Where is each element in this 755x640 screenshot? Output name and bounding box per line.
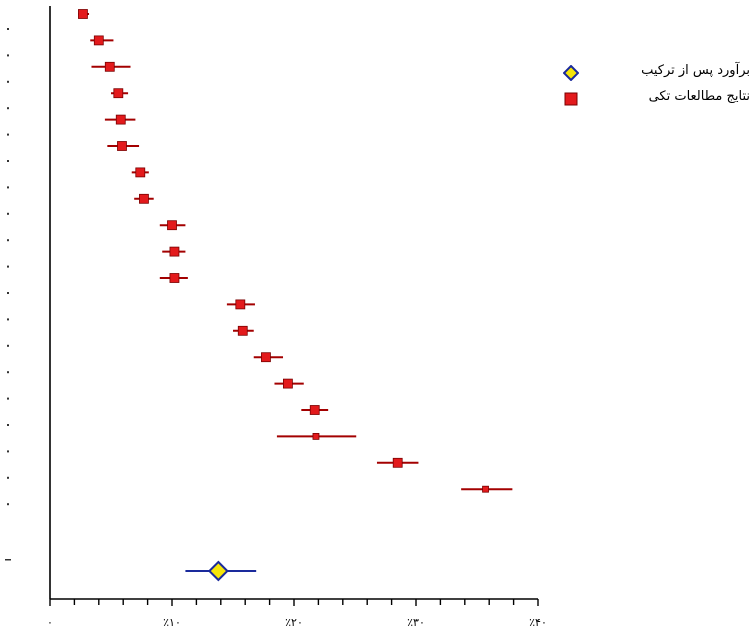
study-point-square	[309, 405, 320, 415]
study-point-square	[93, 35, 104, 46]
y-row-tick	[7, 186, 9, 189]
study-row	[90, 35, 114, 46]
y-axis	[5, 6, 51, 599]
x-axis: ۰ ٪۱۰ ٪۲۰ ٪۳۰ ٪۴۰	[47, 598, 547, 629]
legend-square-icon	[564, 92, 578, 106]
legend: برآورد پس از ترکیب نتایج مطالعات تکی	[555, 60, 750, 112]
y-row-tick	[7, 133, 9, 136]
y-row-tick	[7, 292, 9, 294]
study-point-square	[237, 325, 248, 336]
y-row-tick	[7, 371, 9, 374]
study-point-square	[235, 299, 246, 310]
study-point-square	[139, 193, 149, 204]
y-row-tick	[7, 54, 9, 57]
y-row-tick	[7, 212, 9, 215]
study-row	[226, 299, 255, 310]
study-row	[111, 88, 129, 99]
y-row-tick	[7, 397, 9, 400]
x-tick-label: ٪۳۰	[407, 616, 425, 629]
study-row	[134, 193, 154, 204]
x-tick-label: ٪۴۰	[529, 616, 547, 629]
study-point-square	[392, 457, 403, 468]
legend-label-pooled: برآورد پس از ترکیب	[641, 63, 750, 78]
study-row	[233, 325, 254, 336]
study-point-square	[482, 485, 489, 493]
study-row	[78, 9, 90, 19]
study-row	[104, 114, 136, 125]
study-row	[107, 141, 140, 151]
y-row-tick	[7, 450, 9, 453]
x-tick-label: ۰	[47, 616, 53, 629]
pooled-row	[185, 560, 257, 582]
study-point-square	[261, 352, 271, 363]
study-row	[461, 485, 513, 493]
y-row-tick	[7, 239, 9, 242]
study-point-square	[312, 432, 320, 440]
y-row-tick	[7, 80, 9, 83]
y-row-tick	[7, 160, 9, 162]
study-point-square	[169, 273, 180, 283]
pooled-point-diamond	[207, 560, 229, 582]
study-point-square	[169, 246, 180, 257]
study-row	[159, 220, 186, 231]
legend-label-studies: نتایج مطالعات تکی	[648, 89, 750, 104]
y-pooled-tick	[5, 559, 11, 561]
study-point-square	[115, 114, 126, 125]
study-point-square	[104, 61, 115, 72]
study-point-square	[167, 220, 177, 231]
study-point-square	[135, 167, 146, 178]
study-row	[301, 405, 329, 415]
study-row	[131, 167, 149, 178]
study-row	[91, 61, 131, 72]
y-row-tick	[7, 107, 9, 110]
legend-entry-studies: نتایج مطالعات تکی	[555, 86, 750, 112]
plot-marks	[78, 9, 513, 582]
y-row-tick	[7, 476, 9, 479]
study-row	[274, 378, 304, 389]
legend-entry-pooled: برآورد پس از ترکیب	[555, 60, 750, 86]
study-point-square	[282, 378, 293, 389]
y-row-tick	[7, 344, 9, 347]
study-point-square	[78, 9, 88, 19]
study-row	[376, 457, 419, 468]
x-tick-label: ٪۲۰	[285, 616, 303, 629]
study-row	[159, 273, 188, 283]
y-row-tick	[7, 424, 9, 426]
study-point-square	[113, 88, 124, 99]
y-row-tick	[7, 265, 9, 268]
study-row	[253, 352, 284, 363]
x-tick-label: ٪۱۰	[163, 616, 181, 629]
y-row-tick	[7, 28, 9, 30]
study-point-square	[117, 141, 127, 151]
y-row-tick	[7, 503, 9, 506]
study-row	[162, 246, 186, 257]
legend-diamond-icon	[563, 65, 579, 81]
y-row-tick	[7, 318, 9, 321]
study-row	[276, 432, 357, 440]
